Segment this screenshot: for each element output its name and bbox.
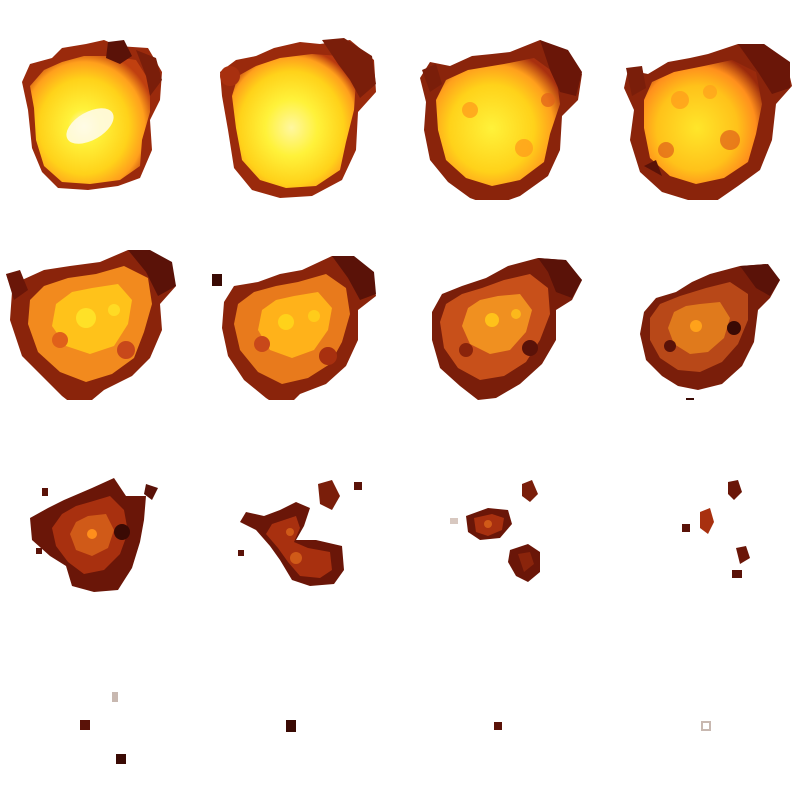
explosion-frame-16-graphic (701, 721, 711, 731)
explosion-frame-1-graphic (22, 40, 162, 190)
sprite-frame-3 (400, 0, 600, 200)
sprite-frame-9 (0, 400, 200, 600)
explosion-frame-3-graphic (420, 40, 582, 200)
sprite-frame-6 (200, 200, 400, 400)
sprite-frame-12 (600, 400, 800, 600)
sprite-frame-15 (400, 600, 600, 800)
sprite-frame-7 (400, 200, 600, 400)
explosion-frame-12-graphic (682, 480, 750, 578)
explosion-frame-6-graphic (212, 256, 376, 400)
sprite-frame-13 (0, 600, 200, 800)
explosion-frame-10-graphic (238, 480, 362, 586)
explosion-frame-14-graphic (286, 720, 296, 732)
explosion-frame-7-graphic (432, 258, 582, 400)
explosion-frame-11-graphic (450, 480, 540, 582)
explosion-frame-13-graphic (80, 692, 126, 764)
sprite-frame-4 (600, 0, 800, 200)
explosion-frame-9-graphic (30, 478, 158, 592)
sprite-frame-1 (0, 0, 200, 200)
explosion-frame-8-graphic (640, 264, 780, 400)
explosion-frame-2-graphic (220, 38, 376, 198)
explosion-frame-5-graphic (6, 250, 176, 400)
sprite-frame-2 (200, 0, 400, 200)
sprite-frame-5 (0, 200, 200, 400)
sprite-frame-14 (200, 600, 400, 800)
sprite-frame-16 (600, 600, 800, 800)
sprite-frame-11 (400, 400, 600, 600)
sprite-frame-10 (200, 400, 400, 600)
explosion-frame-15-graphic (494, 722, 502, 730)
sprite-frame-8 (600, 200, 800, 400)
explosion-frame-4-graphic (624, 44, 792, 200)
